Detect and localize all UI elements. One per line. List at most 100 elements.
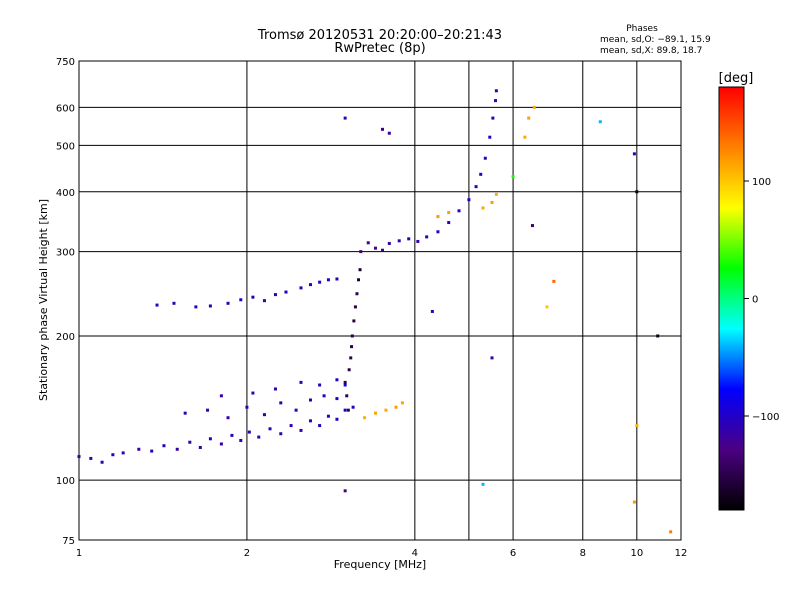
x-axis-label: Frequency [MHz] [334,558,426,571]
data-point [343,489,347,493]
data-point [273,387,277,391]
data-point [111,453,115,457]
x-tick-label: 8 [580,548,586,559]
y-tick-label: 600 [56,103,75,114]
data-point [545,305,549,309]
data-point [656,334,660,338]
data-point [481,206,485,210]
data-point [635,424,639,428]
data-point [384,408,388,412]
data-point [206,408,210,412]
data-point [326,414,330,418]
data-point [247,430,251,434]
data-point [488,135,492,139]
data-point [494,192,498,196]
data-point [632,152,636,156]
y-tick-label: 750 [56,57,75,68]
data-point [172,301,176,305]
data-point [257,435,261,439]
chart-subtitle: RwPretec (8p) [334,41,425,56]
x-tick-label: 4 [412,548,418,559]
x-tick-label: 1 [76,548,82,559]
data-point [523,135,527,139]
data-point [387,241,391,245]
data-points [77,89,673,534]
data-point [430,309,434,313]
data-point [366,241,370,245]
y-axis-ticks: 75 100 200 300 400 500 600 750 [56,57,75,547]
data-point [77,455,81,459]
data-point [447,211,451,215]
data-point [308,419,312,423]
data-point [230,433,234,437]
data-point [251,295,255,299]
data-point [436,215,440,219]
data-point [198,445,202,449]
data-point [239,439,243,443]
data-point [279,432,283,436]
data-point [175,447,179,451]
data-point [552,279,556,283]
data-point [343,408,347,412]
data-point [273,293,277,297]
data-point [635,190,639,194]
x-tick-label: 10 [630,548,643,559]
data-point [162,444,166,448]
data-point [239,298,243,302]
data-point [380,248,384,252]
data-point [299,428,303,432]
y-tick-label: 400 [56,188,75,199]
data-point [359,250,363,254]
data-point [219,442,223,446]
x-tick-label: 12 [675,548,688,559]
data-point [262,299,266,303]
data-point [358,268,362,272]
data-point [532,105,536,109]
data-point [351,405,355,409]
data-point [150,449,154,453]
data-point [481,482,485,486]
stats-line-o: mean, sd,O: −89.1, 15.9 [600,35,711,45]
data-point [353,305,357,309]
data-point [284,290,288,294]
data-point [208,304,212,308]
data-point [407,237,411,241]
data-point [436,230,440,234]
data-point [308,398,312,402]
data-point [490,356,494,360]
data-point [262,413,266,417]
stats-line-x: mean, sd,X: 89.8, 18.7 [600,46,702,56]
data-point [394,405,398,409]
data-point [387,131,391,135]
colorbar-tick-label: −100 [752,412,779,423]
data-point [467,198,471,202]
data-point [268,427,272,431]
plot-frame [78,60,682,541]
colorbar-tick-label: 100 [752,177,771,188]
data-point [343,380,347,384]
x-axis-ticks: 1 2 4 6 8 10 12 [76,548,688,559]
data-point [350,334,354,338]
data-point [137,447,141,451]
data-point [343,116,347,120]
data-point [335,417,339,421]
data-point [347,368,351,372]
data-point [494,89,498,93]
data-point [318,280,322,284]
stats-heading: Phases [626,24,658,34]
data-point [355,292,359,296]
data-point [188,440,192,444]
data-point [226,416,230,420]
data-point [349,356,353,360]
data-point [335,277,339,281]
x-tick-label: 2 [244,548,250,559]
data-point [299,380,303,384]
data-point [308,283,312,287]
data-point [100,460,104,464]
data-point [208,437,212,441]
data-point [457,209,461,213]
data-point [251,391,255,395]
data-point [373,246,377,250]
y-tick-label: 75 [62,536,75,547]
